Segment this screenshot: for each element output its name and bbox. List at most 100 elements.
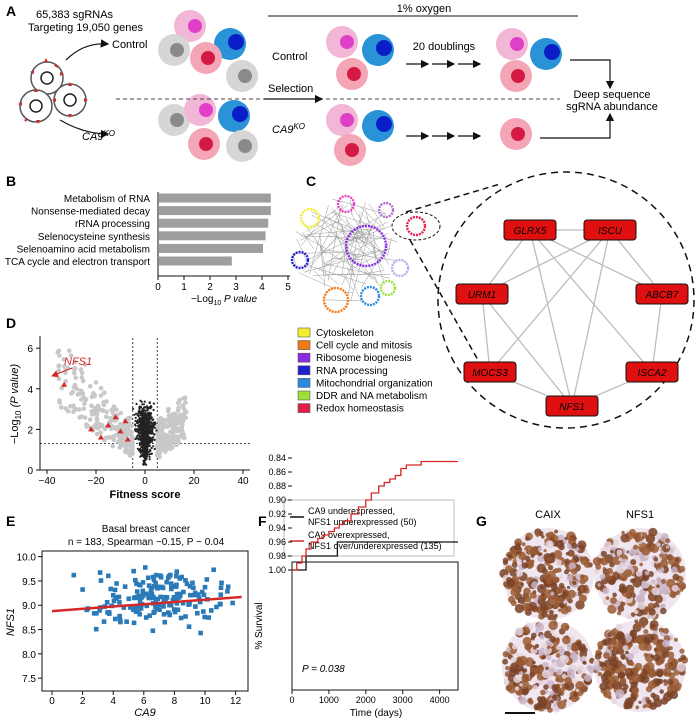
tissue-stain <box>529 672 535 678</box>
tissue-stain <box>540 690 546 696</box>
tissue-stain <box>645 571 650 576</box>
gene-point <box>159 424 164 429</box>
gene-point <box>96 426 101 431</box>
sample-point <box>209 608 214 613</box>
sample-point <box>150 592 155 597</box>
gene-label: ISCA2 <box>638 368 667 379</box>
tissue-stain <box>627 661 630 664</box>
cell-blue <box>218 100 250 132</box>
tissue-stain <box>640 675 649 684</box>
legend-swatch <box>298 341 310 350</box>
tissue-stain <box>679 648 684 653</box>
gene-point <box>112 404 117 409</box>
gene-point <box>143 440 145 442</box>
tissue-stain <box>660 608 667 615</box>
d-x-tick-label: 0 <box>142 476 148 487</box>
tissue-stain <box>513 682 517 686</box>
tissue-stain <box>567 586 570 589</box>
tissue-stain <box>525 536 529 540</box>
tissue-stain <box>512 644 517 649</box>
library-cell-2 <box>20 90 52 122</box>
b-tick-label: 4 <box>259 282 265 293</box>
d-x-tick-label: 20 <box>188 476 200 487</box>
tissue-stain <box>515 604 524 613</box>
gene-point <box>137 419 139 421</box>
f-y-tick-label: 0.94 <box>268 523 286 533</box>
gene-point <box>85 424 90 429</box>
gene-point <box>136 430 138 432</box>
tissue-stain <box>537 702 545 710</box>
tissue-stain <box>518 656 527 665</box>
tissue-stain <box>549 636 555 642</box>
sample-point <box>117 600 122 605</box>
gene-point <box>158 416 163 421</box>
legend-swatch <box>298 328 310 337</box>
legend-label: Cytoskeleton <box>316 328 374 339</box>
b-x-label: −Log10 P value <box>191 294 258 307</box>
tissue-stain <box>678 569 682 573</box>
gene-point <box>152 445 154 447</box>
sample-point <box>146 575 151 580</box>
legend-swatch <box>298 353 310 362</box>
tissue-stain <box>648 528 657 537</box>
gene-point <box>143 461 145 463</box>
sample-point <box>174 584 179 589</box>
gene-point <box>143 403 145 405</box>
sample-point <box>225 589 230 594</box>
f-legend-1b: NFS1 underexpressed (50) <box>308 517 417 527</box>
d-y-tick-label: 6 <box>27 344 33 355</box>
e-y-tick-label: 8.0 <box>22 650 36 661</box>
tissue-stain <box>678 582 686 590</box>
tissue-stain <box>511 600 517 606</box>
tissue-stain <box>541 611 548 618</box>
tissue-stain <box>631 646 639 654</box>
gene-point <box>146 418 148 420</box>
sample-point <box>183 614 188 619</box>
gene-label: GLRX5 <box>514 226 547 237</box>
oxygen-label: 1% oxygen <box>397 3 451 15</box>
tissue-stain <box>649 579 656 586</box>
tissue-stain <box>565 595 571 601</box>
tissue-stain <box>671 567 678 574</box>
tissue-stain <box>672 574 679 581</box>
tissue-stain <box>623 684 628 689</box>
tissue-stain <box>533 646 536 649</box>
tissue-stain <box>587 665 592 670</box>
tissue-stain <box>531 581 538 588</box>
tissue-stain <box>535 532 540 537</box>
tissue-core <box>593 617 688 712</box>
gene-point <box>149 449 151 451</box>
tissue-stain <box>617 605 624 612</box>
sample-point <box>162 612 167 617</box>
tissue-stain <box>638 701 641 704</box>
gene-point <box>57 348 62 353</box>
tissue-stain <box>632 578 641 587</box>
gene-label: ISCU <box>598 226 623 237</box>
f-y-tick-label: 0.86 <box>268 467 286 477</box>
sample-point <box>230 601 235 606</box>
gene-point <box>102 390 107 395</box>
tissue-stain <box>631 693 637 699</box>
tissue-stain <box>542 655 546 659</box>
gene-label: MOCS3 <box>472 368 508 379</box>
tissue-stain <box>552 535 558 541</box>
sample-point <box>162 620 167 625</box>
e-x-tick-label: 4 <box>110 696 116 707</box>
gene-point <box>162 423 167 428</box>
network-edge <box>324 264 390 279</box>
sample-point <box>114 581 119 586</box>
sample-point <box>169 603 174 608</box>
sample-point <box>193 604 198 609</box>
tissue-stain <box>571 568 577 574</box>
b-tick-label: 5 <box>285 282 291 293</box>
sample-point <box>118 620 123 625</box>
tissue-stain <box>616 624 623 631</box>
tissue-stain <box>550 630 554 634</box>
ko-final <box>500 118 532 150</box>
gene-point <box>118 435 123 440</box>
tissue-stain <box>503 651 509 657</box>
tissue-stain <box>634 619 638 623</box>
tissue-stain <box>542 670 550 678</box>
gene-point <box>143 448 145 450</box>
tissue-stain <box>515 686 520 691</box>
